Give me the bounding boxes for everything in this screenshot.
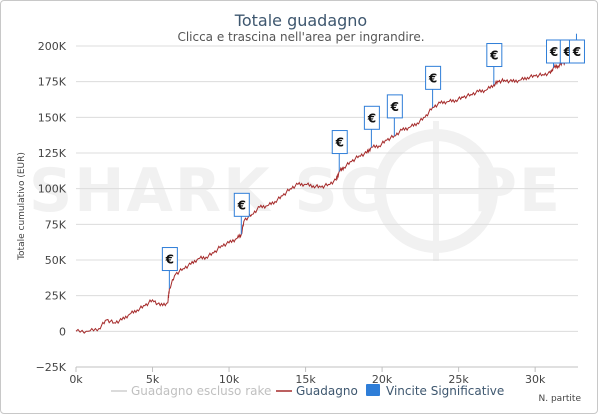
flag-marker[interactable]: € bbox=[568, 33, 585, 64]
flag-symbol: € bbox=[572, 45, 581, 59]
flag-marker[interactable]: € bbox=[486, 43, 503, 85]
series-layer bbox=[75, 50, 577, 334]
flag-box bbox=[161, 247, 178, 272]
flag-symbol: € bbox=[237, 198, 246, 212]
chart-subtitle: Clicca e trascina nell'area per ingrandi… bbox=[177, 30, 424, 44]
x-axis-title: N. partite bbox=[539, 394, 582, 404]
y-tick-label: 0 bbox=[59, 325, 66, 338]
flag-box bbox=[233, 192, 250, 217]
flag-marker[interactable]: € bbox=[425, 65, 442, 108]
flag-symbol: € bbox=[165, 253, 174, 267]
flag-symbol: € bbox=[335, 136, 344, 150]
flag-box bbox=[568, 39, 585, 64]
flag-marker[interactable]: € bbox=[363, 105, 380, 148]
flag-box bbox=[363, 105, 380, 130]
x-tick-label: 15k bbox=[295, 373, 316, 386]
flag-symbol: € bbox=[549, 45, 558, 59]
y-tick-label: 25K bbox=[45, 290, 67, 303]
flags-layer: €€€€€€€ € € € bbox=[161, 33, 585, 289]
x-tick-label: 5k bbox=[146, 373, 160, 386]
series-line-guadagno[interactable] bbox=[75, 50, 577, 334]
legend-label: Guadagno bbox=[296, 384, 358, 398]
flag-box bbox=[386, 94, 403, 119]
y-tick-label: 175K bbox=[38, 76, 67, 89]
x-tick-label: 30k bbox=[525, 373, 546, 386]
legend-box-symbol bbox=[366, 384, 380, 396]
y-tick-label: 150K bbox=[38, 111, 67, 124]
x-tick-label: 20k bbox=[372, 373, 393, 386]
x-tick-label: 10k bbox=[219, 373, 240, 386]
flag-box bbox=[331, 130, 348, 155]
flag-box bbox=[425, 65, 442, 90]
y-tick-label: −25K bbox=[36, 361, 67, 374]
x-tick-label: 25k bbox=[448, 373, 469, 386]
y-tick-label: 100K bbox=[38, 183, 67, 196]
legend-item[interactable]: Guadagno bbox=[276, 384, 358, 398]
grid-lines bbox=[76, 45, 578, 368]
y-tick-label: 75K bbox=[45, 218, 67, 231]
axes: −25K 0 25K 50K 75K 100K 125K 150K 175K 200K 0k 5k 10… bbox=[36, 40, 578, 386]
flag-symbol: € bbox=[563, 45, 572, 59]
flag-box bbox=[486, 43, 503, 68]
flag-symbol: € bbox=[489, 49, 498, 63]
y-axis-title: Totale cumulativo (EUR) bbox=[17, 152, 27, 261]
x-tick-label: 0k bbox=[69, 373, 83, 386]
legend-item[interactable]: Vincite Significative bbox=[366, 384, 504, 398]
legend-item[interactable]: Guadagno escluso rake bbox=[111, 384, 271, 398]
flag-symbol: € bbox=[390, 100, 399, 114]
legend-label: Vincite Significative bbox=[386, 384, 504, 398]
chart-title: Totale guadagno bbox=[234, 11, 367, 30]
flag-symbol: € bbox=[367, 111, 376, 125]
legend: Guadagno escluso rake Guadagno Vincite Sig… bbox=[111, 384, 504, 398]
flag-marker[interactable]: € bbox=[331, 130, 348, 172]
sharkscope-watermark: SHARK SC PE bbox=[29, 121, 560, 261]
flag-marker[interactable]: € bbox=[386, 94, 403, 136]
watermark-text-left: SHARK SC bbox=[29, 156, 386, 226]
flag-marker[interactable]: € bbox=[546, 39, 563, 68]
y-tick-label: 200K bbox=[38, 40, 67, 53]
y-tick-label: 50K bbox=[45, 254, 67, 267]
legend-label: Guadagno escluso rake bbox=[131, 384, 271, 398]
flag-symbol: € bbox=[428, 71, 437, 85]
flag-marker[interactable]: € bbox=[233, 192, 250, 235]
y-tick-label: 125K bbox=[38, 147, 67, 160]
flag-marker[interactable]: € bbox=[161, 247, 178, 289]
